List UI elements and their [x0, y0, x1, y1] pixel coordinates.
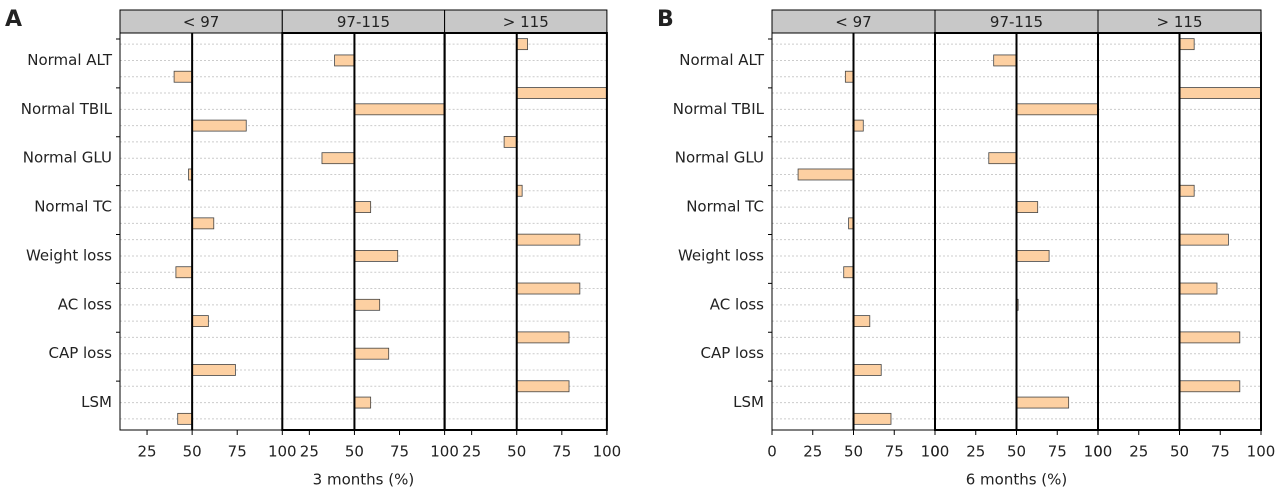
x-tick-label: 75: [228, 443, 247, 461]
bar: [853, 119, 864, 132]
x-tick-label: 100: [1084, 443, 1113, 461]
bar: [988, 152, 1017, 165]
x-tick-label: 0: [1093, 443, 1103, 461]
bar: [797, 168, 854, 181]
bar: [993, 54, 1017, 67]
bar: [853, 364, 882, 376]
bar: [516, 331, 570, 344]
x-tick-label: 25: [803, 443, 822, 461]
category-label: CAP loss: [700, 344, 764, 362]
facet-label: 97-115: [337, 13, 390, 31]
x-tick-label: 0: [930, 443, 940, 461]
bar: [1179, 38, 1195, 51]
facet-frame: [443, 32, 608, 431]
category-label: CAP loss: [48, 344, 112, 362]
x-tick-label: 100: [593, 443, 622, 461]
category-label: Normal GLU: [675, 149, 764, 167]
category-label: Normal GLU: [23, 149, 112, 167]
bar: [516, 380, 570, 393]
x-tick-label: 100: [430, 443, 459, 461]
bar: [844, 70, 854, 83]
x-tick-label: 50: [1170, 443, 1189, 461]
x-tick-label: 25: [966, 443, 985, 461]
bar: [1179, 331, 1241, 344]
bar: [1016, 250, 1050, 262]
bar: [354, 396, 372, 409]
x-tick-label: 75: [390, 443, 409, 461]
bar: [516, 282, 581, 295]
bar: [853, 412, 892, 425]
x-tick-label: 25: [1129, 443, 1148, 461]
bar: [1016, 201, 1039, 213]
bar: [1179, 184, 1195, 197]
bar: [354, 201, 372, 213]
facet-label: > 115: [503, 13, 549, 31]
x-tick-label: 25: [300, 443, 319, 461]
category-label: Weight loss: [678, 246, 764, 264]
bar: [334, 54, 355, 67]
x-axis-title: 6 months (%): [966, 471, 1068, 489]
x-tick-label: 75: [1048, 443, 1067, 461]
bar: [321, 152, 355, 165]
bar: [354, 103, 445, 116]
bar: [354, 347, 390, 360]
category-label: AC loss: [710, 295, 764, 313]
category-label: Normal TC: [34, 198, 112, 216]
category-label: LSM: [733, 393, 764, 411]
bar: [1016, 396, 1070, 409]
bar: [503, 135, 518, 148]
bar: [354, 250, 399, 262]
x-axis-title: 3 months (%): [313, 471, 415, 489]
bar: [516, 233, 581, 246]
facet-label: < 97: [835, 13, 871, 31]
bar: [843, 266, 854, 279]
category-label: Normal ALT: [27, 51, 113, 69]
x-tick-label: 75: [1211, 443, 1230, 461]
bar: [1179, 87, 1262, 99]
bar: [173, 70, 193, 83]
bar: [191, 315, 209, 328]
bar: [1179, 380, 1241, 393]
facet-label: < 97: [183, 13, 219, 31]
bar: [516, 38, 528, 51]
x-tick-label: 0: [767, 443, 777, 461]
x-tick-label: 50: [345, 443, 364, 461]
facet-label: 97-115: [990, 13, 1043, 31]
x-tick-label: 25: [138, 443, 157, 461]
category-label: Normal TBIL: [21, 100, 113, 118]
bar: [177, 412, 193, 425]
x-tick-label: 50: [844, 443, 863, 461]
category-label: Normal TC: [686, 198, 764, 216]
category-label: Normal ALT: [679, 51, 765, 69]
x-tick-label: 100: [1247, 443, 1276, 461]
bar: [354, 298, 381, 311]
bar: [516, 87, 608, 99]
bar: [191, 119, 247, 132]
panel-label: B: [657, 7, 674, 32]
category-label: Normal TBIL: [673, 100, 765, 118]
bar: [191, 364, 236, 376]
category-label: Weight loss: [26, 246, 112, 264]
x-tick-label: 50: [1007, 443, 1026, 461]
category-label: LSM: [81, 393, 112, 411]
x-tick-label: 50: [183, 443, 202, 461]
x-tick-label: 75: [552, 443, 571, 461]
category-label: AC loss: [58, 295, 112, 313]
x-tick-label: 50: [507, 443, 526, 461]
x-tick-label: 100: [921, 443, 950, 461]
bar: [1179, 233, 1229, 246]
facet-frame: [1097, 32, 1262, 431]
panel-label: A: [5, 7, 22, 32]
facet-label: > 115: [1157, 13, 1203, 31]
bar: [1179, 282, 1218, 295]
bar: [175, 266, 193, 279]
bar: [1016, 103, 1099, 116]
x-tick-label: 100: [268, 443, 297, 461]
x-tick-label: 25: [462, 443, 481, 461]
bar: [853, 315, 871, 328]
bar: [191, 217, 215, 230]
x-tick-label: 75: [885, 443, 904, 461]
